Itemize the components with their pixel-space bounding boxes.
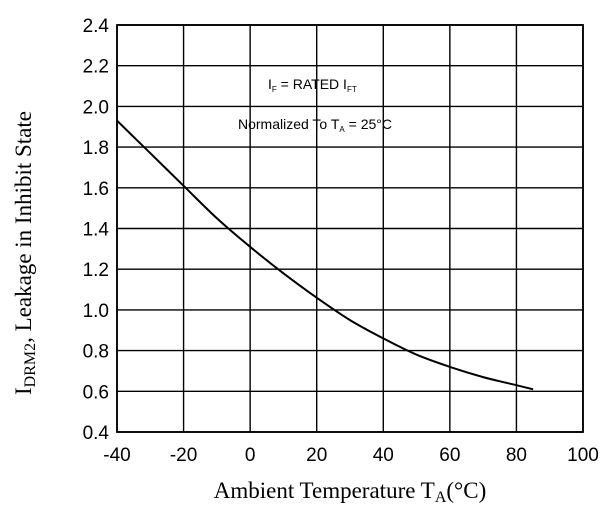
y-tick-label: 1.2 [83,260,109,281]
x-tick-labels: -40 -20 0 20 40 60 80 100 [103,445,599,466]
x-tick-label: 20 [306,445,327,466]
y-tick-label: 0.8 [83,342,109,363]
y-axis-title: IDRM2, Leakage in Inhibit State [11,111,39,395]
x-tick-label: 100 [567,445,599,466]
annotation-2-part-b: = 25°C [345,116,392,132]
x-axis-title: Ambient Temperature TA(°C) [214,478,487,505]
y-tick-label: 2.0 [83,97,109,118]
y-tick-label: 1.6 [83,179,109,200]
annotation-1-sub-a: F [272,85,277,94]
plot-frame [116,24,584,433]
y-tick-label: 2.2 [83,57,109,78]
annotation-line-1: IF = RATED IFT [268,76,357,94]
annotation-2-part-a: Normalized To T [238,116,340,132]
annotation-2-sub-a: A [339,125,345,134]
y-axis-title-sub: DRM2 [22,343,39,387]
y-tick-labels: 0.4 0.6 0.8 1.0 1.2 1.4 1.6 1.8 2.0 2.2 2.4 [83,16,110,444]
y-axis-title-main: I [11,387,36,395]
y-tick-label: 0.6 [83,382,109,403]
grid [116,24,584,433]
x-axis-title-tail: (°C) [446,478,486,503]
y-tick-label: 2.4 [83,16,110,37]
annotation-1-part-b: = RATED I [277,76,347,92]
x-axis-title-main: Ambient Temperature T [214,478,435,503]
x-tick-label: 80 [506,445,527,466]
y-axis-title-tail: , Leakage in Inhibit State [11,111,36,343]
x-tick-label: -20 [170,445,197,466]
y-tick-label: 1.0 [83,301,109,322]
annotation-line-2: Normalized To TA = 25°C [238,116,392,134]
x-tick-label: -40 [103,445,130,466]
y-tick-label: 0.4 [83,423,110,444]
annotation-1-part-a: I [268,76,272,92]
y-tick-label: 1.4 [83,220,110,241]
y-tick-label: 1.8 [83,138,109,159]
x-tick-label: 60 [439,445,460,466]
x-axis-title-sub: A [435,489,447,505]
x-tick-label: 40 [373,445,394,466]
x-tick-label: 0 [245,445,256,466]
series-line-leakage [116,119,534,391]
annotation-1-sub-b: FT [347,85,357,94]
